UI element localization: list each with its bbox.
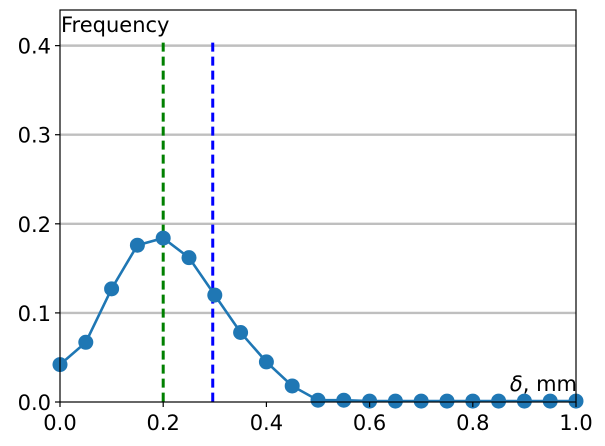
- data-point: [439, 393, 455, 409]
- axis-ticks: 0.0 0.2 0.4 0.6 0.8 1.0 0.0 0.1 0.2 0.3 0.4: [18, 35, 593, 435]
- reference-lines: [161, 42, 215, 402]
- y-tick-label: 0.2: [18, 213, 51, 237]
- data-series: [52, 230, 584, 409]
- data-point: [284, 378, 300, 394]
- data-point: [155, 230, 171, 246]
- grid-lines: [60, 44, 576, 315]
- y-axis-label: Frequency: [61, 13, 170, 37]
- plot-frame: [59, 9, 577, 403]
- data-point: [233, 325, 249, 341]
- data-point: [516, 393, 532, 409]
- x-tick-label: 1.0: [559, 411, 592, 435]
- data-point: [465, 393, 481, 409]
- data-point: [387, 393, 403, 409]
- y-tick-label: 0.1: [18, 302, 51, 326]
- x-axis-symbol: δ: [510, 372, 523, 396]
- y-tick-label: 0.3: [18, 124, 51, 148]
- data-point: [181, 250, 197, 266]
- x-tick-label: 0.6: [353, 411, 386, 435]
- data-point: [491, 393, 507, 409]
- x-axis-label: δ, mm: [510, 372, 577, 396]
- x-axis-unit: , mm: [523, 372, 577, 396]
- data-point: [310, 392, 326, 408]
- x-tick-label: 0.2: [146, 411, 179, 435]
- data-point: [207, 287, 223, 303]
- x-tick-label: 0.0: [43, 411, 76, 435]
- data-point: [413, 393, 429, 409]
- data-point: [258, 354, 274, 370]
- data-point: [129, 237, 145, 253]
- y-tick-label: 0.4: [18, 35, 51, 59]
- series-line: [59, 236, 576, 403]
- data-point: [104, 281, 120, 297]
- y-tick-label: 0.0: [18, 391, 51, 415]
- x-tick-label: 0.4: [250, 411, 283, 435]
- x-tick-label: 0.8: [456, 411, 489, 435]
- data-point: [336, 392, 352, 408]
- data-point: [78, 334, 94, 350]
- data-point: [362, 393, 378, 409]
- data-point: [542, 393, 558, 409]
